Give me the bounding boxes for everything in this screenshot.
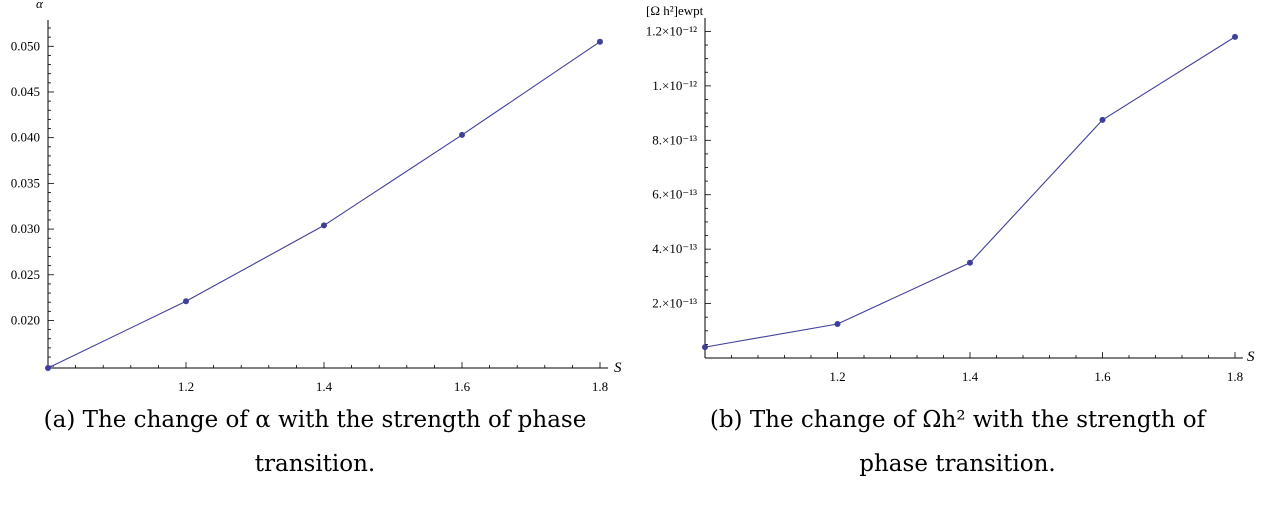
y-tick-label: 1.×10⁻¹² <box>652 78 697 93</box>
y-tick-label: 0.045 <box>11 84 40 99</box>
y-tick-label: 0.035 <box>11 175 40 190</box>
x-tick-label: 1.8 <box>592 379 608 394</box>
x-tick-label: 1.2 <box>178 379 194 394</box>
data-point <box>1099 116 1106 123</box>
data-point <box>45 365 51 371</box>
x-tick-label: 1.8 <box>1227 369 1243 384</box>
data-point <box>702 344 708 351</box>
x-tick-label: 1.2 <box>829 369 845 384</box>
data-point <box>321 222 327 229</box>
y-tick-label: 1.2×10⁻¹² <box>646 23 697 38</box>
y-tick-label: 2.×10⁻¹³ <box>652 296 697 311</box>
x-axis-label: S <box>614 360 622 376</box>
caption-a-line2: transition. <box>254 451 376 477</box>
data-point <box>1232 33 1238 40</box>
y-tick-label: 4.×10⁻¹³ <box>652 241 697 256</box>
y-tick-label: 0.030 <box>11 221 40 236</box>
y-tick-label: 0.040 <box>11 130 40 145</box>
y-tick-label: 8.×10⁻¹³ <box>652 132 697 147</box>
x-tick-label: 1.6 <box>1094 369 1111 384</box>
y-tick-label: 0.050 <box>11 38 40 53</box>
data-point <box>834 320 841 327</box>
series-line <box>704 36 1236 348</box>
data-point <box>459 131 465 138</box>
chart-alpha: 1.2 1.4 1.6 1.8 0.020 0.025 0.030 0.035 0.040 0.0… <box>11 0 622 394</box>
y-tick-label: 6.×10⁻¹³ <box>652 187 697 202</box>
caption-b-line1: (b) The change of Ωh² with the strength … <box>709 407 1206 433</box>
caption-a: (a) The change of α with the strength of… <box>10 398 620 486</box>
y-axis-label: [Ω h²]ewpt <box>646 3 704 18</box>
caption-a-line1: (a) The change of α with the strength of… <box>43 407 587 433</box>
y-axis-label: α <box>36 0 44 11</box>
x-tick-label: 1.4 <box>316 379 333 394</box>
x-tick-label: 1.6 <box>454 379 471 394</box>
figure-charts: 1.2 1.4 1.6 1.8 0.020 0.025 0.030 0.035 0.040 0.0… <box>11 0 1255 394</box>
x-axis-label: S <box>1247 349 1255 365</box>
chart-omega: 1.2 1.4 1.6 1.8 2.×10⁻¹³ 4.×10⁻¹³ 6.×10⁻¹³ 8.×1… <box>646 3 1255 384</box>
y-tick-label: 0.020 <box>11 312 40 327</box>
y-tick-label: 0.025 <box>11 267 40 282</box>
data-point <box>967 259 973 266</box>
data-point <box>183 298 189 305</box>
data-point <box>597 38 603 45</box>
x-tick-label: 1.4 <box>962 369 979 384</box>
caption-b: (b) The change of Ωh² with the strength … <box>650 398 1265 486</box>
caption-b-line2: phase transition. <box>859 451 1056 477</box>
series-line <box>47 41 601 369</box>
